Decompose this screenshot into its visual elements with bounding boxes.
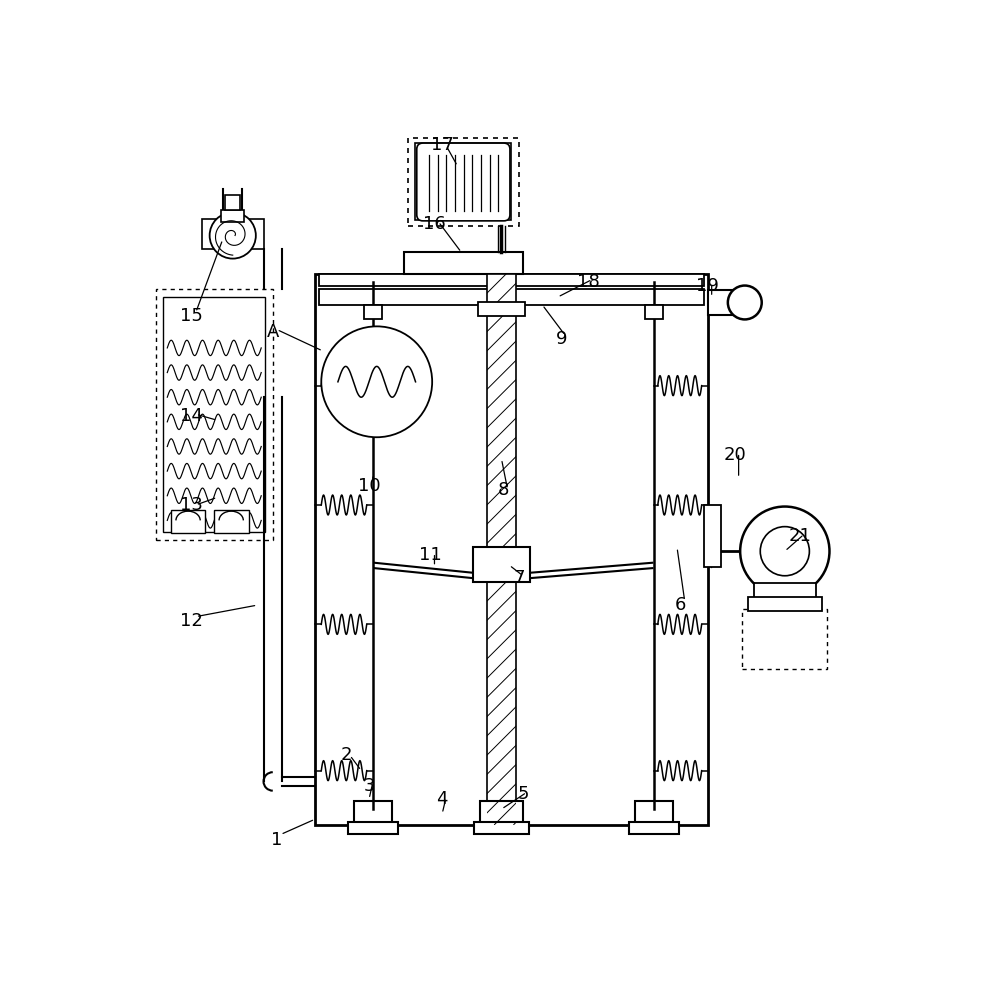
Bar <box>708 290 733 315</box>
Bar <box>225 195 241 210</box>
Bar <box>743 609 827 669</box>
Bar <box>353 801 392 825</box>
FancyBboxPatch shape <box>417 143 510 221</box>
Bar <box>704 505 721 567</box>
Bar <box>156 289 272 540</box>
Bar <box>171 510 206 533</box>
Text: 20: 20 <box>724 446 747 464</box>
Bar <box>635 801 674 825</box>
Text: 1: 1 <box>270 831 282 849</box>
Text: 21: 21 <box>788 527 811 545</box>
Text: 14: 14 <box>181 407 204 425</box>
Text: 3: 3 <box>363 777 375 795</box>
Circle shape <box>760 527 809 576</box>
Bar <box>222 210 245 222</box>
Bar <box>474 822 529 834</box>
Bar <box>645 305 663 319</box>
Bar <box>319 274 704 286</box>
Bar <box>407 138 519 226</box>
Bar <box>319 289 704 305</box>
Circle shape <box>741 507 829 596</box>
Text: 12: 12 <box>181 611 204 630</box>
Bar <box>480 801 523 825</box>
Text: 4: 4 <box>436 790 448 808</box>
Bar <box>748 597 821 611</box>
Text: 7: 7 <box>513 569 525 587</box>
Bar <box>487 274 516 825</box>
Bar <box>164 297 265 532</box>
Circle shape <box>728 286 761 319</box>
Bar <box>214 510 249 533</box>
Text: 18: 18 <box>577 273 600 291</box>
Circle shape <box>210 212 255 259</box>
Bar <box>363 305 382 319</box>
Text: 17: 17 <box>431 136 454 154</box>
Text: 9: 9 <box>556 330 567 348</box>
Circle shape <box>321 326 432 437</box>
Text: 5: 5 <box>517 785 529 803</box>
Bar <box>202 219 263 249</box>
Bar <box>403 252 523 274</box>
Text: 15: 15 <box>181 307 204 325</box>
Text: A: A <box>266 323 279 341</box>
Bar <box>630 822 679 834</box>
Text: 10: 10 <box>357 477 380 495</box>
Bar <box>348 822 397 834</box>
Bar <box>415 143 511 220</box>
Bar <box>473 547 530 582</box>
Bar <box>754 583 815 600</box>
Text: 13: 13 <box>181 496 204 514</box>
Bar <box>478 302 525 316</box>
Text: 2: 2 <box>340 746 351 764</box>
Text: 11: 11 <box>419 546 442 564</box>
Text: 6: 6 <box>676 596 687 614</box>
Bar <box>315 274 708 825</box>
Text: 8: 8 <box>498 481 509 499</box>
Text: 16: 16 <box>423 215 446 233</box>
Text: 19: 19 <box>697 277 720 295</box>
